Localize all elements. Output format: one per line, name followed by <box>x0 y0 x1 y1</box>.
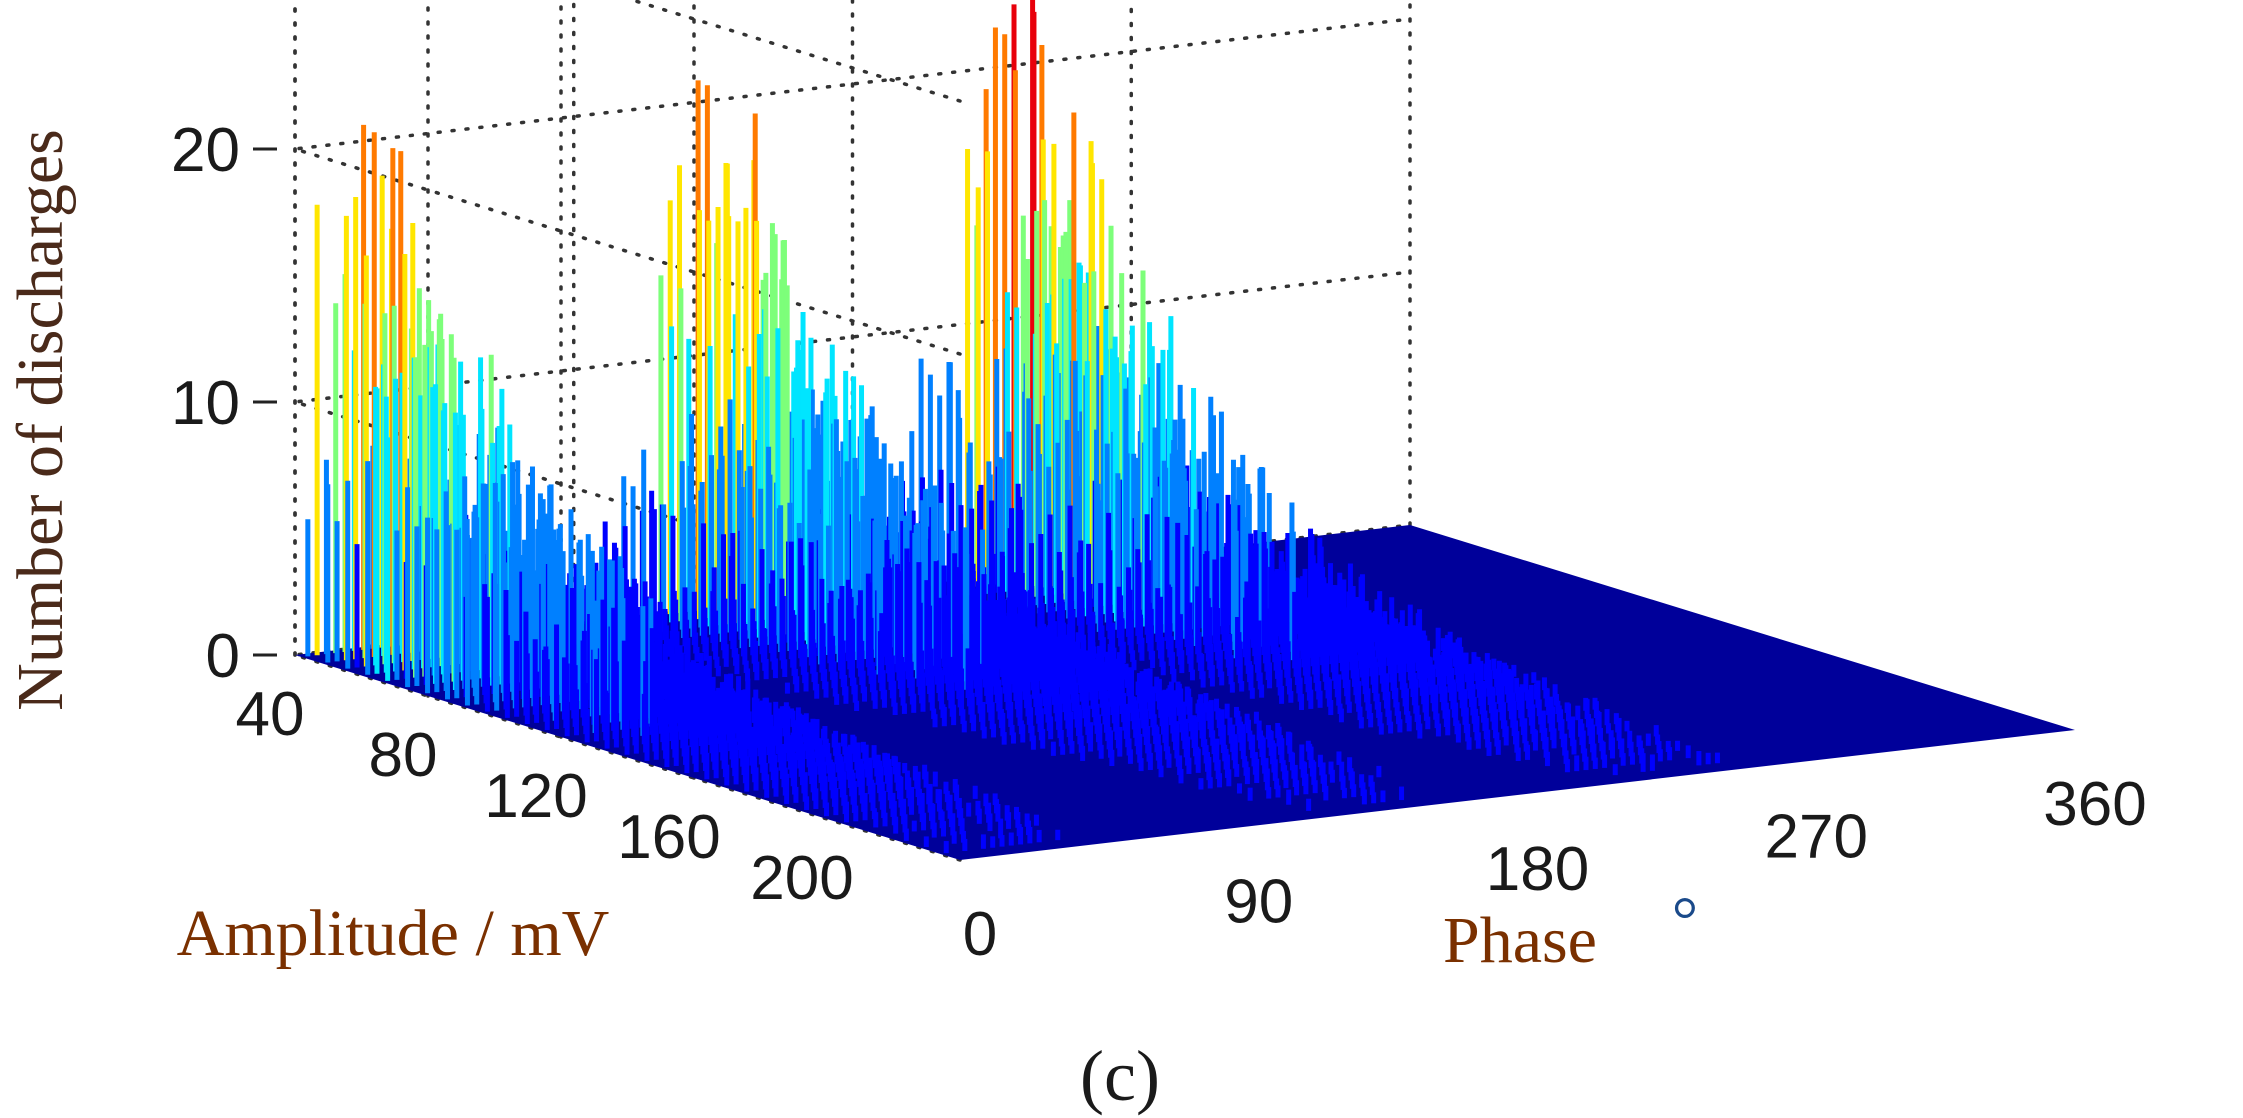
bar-series <box>305 0 1720 854</box>
y-axis-label: Amplitude / mV <box>177 897 610 970</box>
x-tick-label: 90 <box>1224 868 1293 937</box>
x-tick-label: 180 <box>1486 835 1589 904</box>
y-tick-label: 40 <box>236 680 305 749</box>
z-axis-label: Number of discharges <box>4 129 77 711</box>
z-tick-label: 10 <box>171 369 240 438</box>
tick-labels: 0 90 180 270 360 40 80 120 160 200 0 10 20 <box>171 116 2147 969</box>
x-tick-label: 0 <box>963 900 997 969</box>
x-axis-label: Phase <box>1443 904 1597 977</box>
x-tick-label: 270 <box>1765 803 1868 872</box>
x-tick-label: 360 <box>2043 770 2146 839</box>
z-tick-label: 0 <box>206 622 240 691</box>
y-tick-label: 200 <box>750 844 853 913</box>
y-tick-label: 80 <box>369 721 438 790</box>
figure-caption: (c) <box>1080 1036 1160 1116</box>
y-tick-label: 160 <box>617 803 720 872</box>
z-tick-label: 20 <box>171 116 240 185</box>
gridline-count-level <box>294 17 1412 356</box>
x-axis-unit-label: ° <box>1672 884 1698 957</box>
y-tick-label: 120 <box>484 762 587 831</box>
